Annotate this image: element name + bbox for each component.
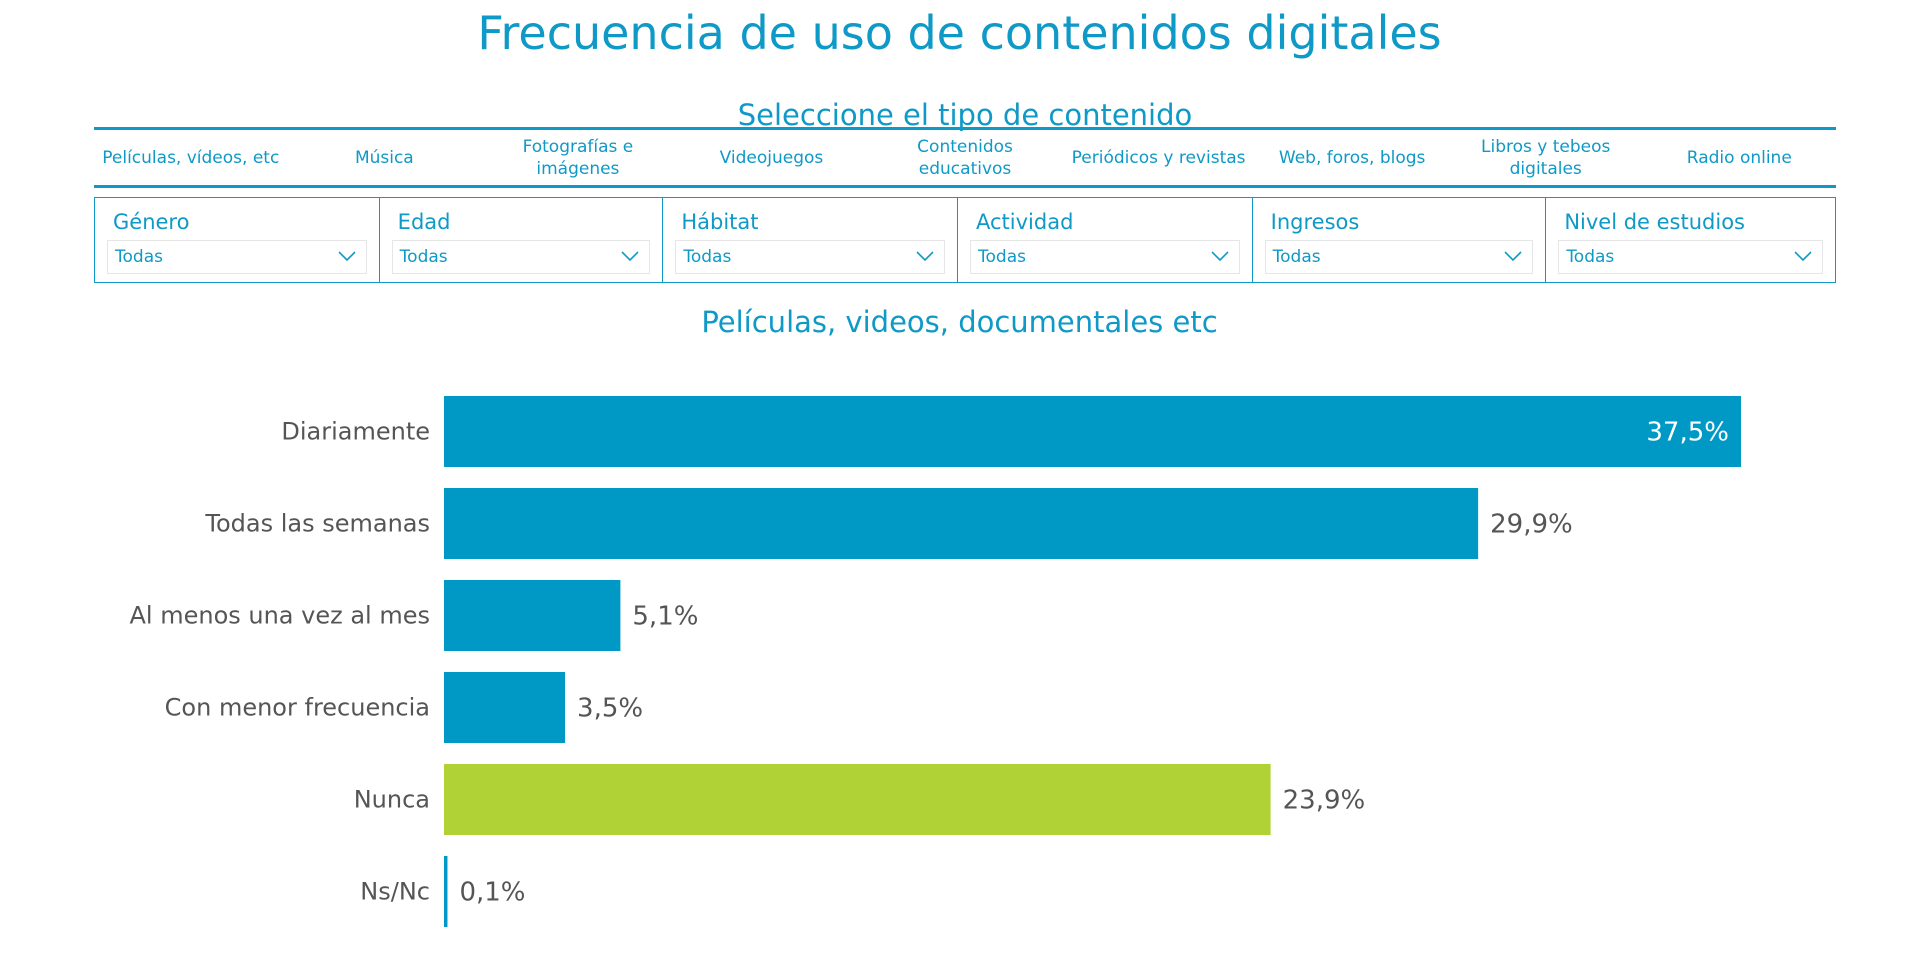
actividad-select[interactable]: Todas (970, 240, 1240, 274)
genero-select-value: Todas (115, 247, 163, 267)
chevron-down-icon (621, 251, 639, 262)
bar[interactable] (444, 580, 621, 651)
content-type-tabs: Películas, vídeos, etc Música Fotografía… (94, 127, 1836, 188)
habitat-select[interactable]: Todas (675, 240, 945, 274)
nivel-estudios-select-value: Todas (1566, 247, 1615, 267)
value-label: 37,5% (1646, 418, 1729, 448)
bar[interactable] (444, 856, 448, 927)
value-label: 29,9% (1490, 510, 1573, 540)
genero-select[interactable]: Todas (107, 240, 367, 274)
category-label: Todas las semanas (204, 510, 430, 538)
nivel-estudios-select[interactable]: Todas (1558, 240, 1823, 274)
category-label: Al menos una vez al mes (130, 602, 431, 630)
filter-habitat: Hábitat Todas (663, 198, 958, 282)
filter-genero: Género Todas (95, 198, 380, 282)
chart-title: Películas, videos, documentales etc (701, 305, 1218, 339)
filter-actividad: Actividad Todas (958, 198, 1253, 282)
chevron-down-icon (1211, 251, 1229, 262)
edad-select[interactable]: Todas (391, 240, 651, 274)
habitat-select-value: Todas (683, 247, 732, 267)
page-title: Frecuencia de uso de contenidos digitale… (477, 6, 1442, 60)
category-label: Diariamente (281, 418, 430, 446)
chevron-down-icon (1794, 251, 1812, 262)
value-label: 23,9% (1283, 786, 1366, 816)
chevron-down-icon (916, 251, 934, 262)
tab-musica[interactable]: Música (354, 147, 414, 168)
tab-videojuegos[interactable]: Videojuegos (719, 147, 824, 168)
edad-select-value: Todas (399, 247, 448, 267)
tab-fotografias[interactable]: Fotografías e imágenes (522, 136, 634, 179)
category-label: Ns/Nc (360, 878, 430, 906)
bar[interactable] (444, 488, 1479, 559)
ingresos-select-value: Todas (1272, 247, 1321, 267)
bar-chart: Diariamente 37,5% Todas las semanas 29,9% Al… (130, 396, 1741, 927)
bar[interactable] (444, 396, 1741, 467)
tab-libros-tebeos[interactable]: Libros y tebeos digitales (1481, 136, 1611, 179)
bar[interactable] (444, 672, 566, 743)
actividad-select-value: Todas (978, 247, 1026, 267)
filter-habitat-label: Hábitat (681, 210, 759, 234)
value-label: 3,5% (577, 694, 643, 724)
filter-nivel-estudios: Nivel de estudios Todas (1546, 198, 1835, 282)
filter-actividad-label: Actividad (976, 210, 1074, 234)
chevron-down-icon (338, 251, 356, 262)
category-label: Nunca (354, 786, 430, 814)
ingresos-select[interactable]: Todas (1264, 240, 1534, 274)
filter-ingresos-label: Ingresos (1270, 210, 1360, 234)
filter-panel: Género Todas Edad Todas Hábitat Todas Ac… (94, 197, 1836, 283)
tab-periodicos[interactable]: Periódicos y revistas (1071, 147, 1246, 168)
filter-edad-label: Edad (397, 210, 451, 234)
tab-contenidos-educativos[interactable]: Contenidos educativos (917, 136, 1013, 179)
tab-peliculas[interactable]: Películas, vídeos, etc (102, 147, 280, 168)
filter-edad: Edad Todas (380, 198, 664, 282)
value-label: 0,1% (459, 878, 525, 908)
bar[interactable] (444, 764, 1271, 835)
tab-radio-online[interactable]: Radio online (1686, 147, 1792, 168)
tab-web-foros-blogs[interactable]: Web, foros, blogs (1278, 147, 1426, 168)
filter-nivel-estudios-label: Nivel de estudios (1564, 210, 1745, 234)
content-type-heading: Seleccione el tipo de contenido (737, 98, 1193, 132)
category-label: Con menor frecuencia (165, 694, 430, 722)
filter-ingresos: Ingresos Todas (1253, 198, 1547, 282)
value-label: 5,1% (632, 602, 698, 632)
filter-genero-label: Género (113, 210, 190, 234)
chevron-down-icon (1504, 251, 1522, 262)
